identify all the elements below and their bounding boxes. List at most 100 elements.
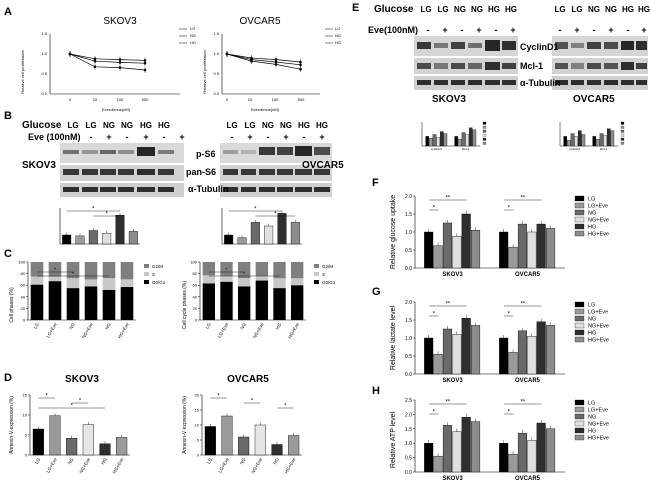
x-tick-label: LG (206, 457, 214, 465)
panel-b-left-sign: + (143, 132, 148, 142)
legend-swatch (482, 125, 487, 129)
bar-segment-g0g1 (237, 286, 251, 320)
panel-e-left-lane: NG (471, 5, 483, 14)
legend-label: G2/M (322, 264, 333, 269)
panel-letter-f: F (372, 177, 379, 189)
y-tick-label: 0 (23, 318, 26, 323)
bar (264, 225, 274, 245)
bar (66, 438, 78, 456)
legend-label: LG (588, 401, 595, 407)
bar-lg-eve (508, 246, 518, 269)
y-tick-label: 1.0 (405, 336, 412, 342)
legend-swatch (574, 230, 585, 237)
panel-e-protein-cyclind1: CyclinD1 (520, 42, 559, 52)
significance-star: * (226, 268, 228, 274)
legend-swatch (574, 434, 585, 441)
panel-e-left-lane: HG (488, 5, 500, 14)
panel-a-skov3-xtick: 500 (142, 97, 149, 102)
panel-h: Relative ATP level 2.5 2.0 1.5 1.0 0.5 0.0 SKO… (390, 398, 609, 482)
panel-b-eve-label: Eve (100nM) (28, 132, 81, 142)
bar-segment-g0g1 (220, 281, 233, 320)
y-tick-label: 80 (21, 271, 26, 276)
legend-label: HG (588, 225, 596, 231)
bar-segment-g2m (237, 262, 251, 279)
legend-swatch (574, 202, 585, 209)
significance-star: * (79, 399, 82, 405)
significance-star: * (433, 206, 436, 212)
bar (454, 136, 459, 147)
panel-a-ovcar5-title: OVCAR5 (239, 16, 281, 27)
y-tick-label: 5 (197, 438, 200, 443)
panel-e-right-sign: - (627, 25, 630, 35)
group-label: OVCAR5 (515, 272, 541, 278)
bar-hg (461, 318, 471, 375)
panel-b-right-blot-tubulin (220, 183, 332, 197)
bar-ng-eve (452, 431, 462, 473)
panel-b-left-lane: NG (121, 121, 133, 130)
significance-star: ** (520, 400, 525, 406)
bar (567, 140, 571, 147)
bar-lg-eve (508, 352, 518, 375)
panel-e-left-sign: + (476, 25, 481, 35)
y-tick-label: 0.0 (405, 266, 412, 272)
panel-b-right-quant-chart: ** (221, 207, 302, 245)
legend-label: NG+Eve (588, 422, 609, 428)
legend-label: G2/M (152, 264, 163, 269)
bar (581, 134, 586, 147)
bar (250, 222, 260, 245)
x-tick-label: NG (239, 322, 247, 331)
significance-star: * (433, 312, 436, 318)
legend-swatch (482, 121, 487, 125)
data-point-hg (274, 63, 278, 66)
legend-swatch (620, 133, 625, 137)
y-tick-label: 2.0 (405, 194, 412, 200)
panel-b-left-sign: - (163, 132, 166, 142)
legend-label: HG+Eve (588, 232, 609, 238)
panel-letter-a: A (4, 6, 12, 18)
significance-star: * (254, 207, 257, 213)
legend-swatch (574, 209, 585, 216)
bar-segment-s (102, 278, 116, 290)
bar (224, 234, 234, 245)
panel-a-skov3-chart: SKOV3 Relative cell proliferation Everol… (20, 16, 196, 112)
panel-e-right-sign: + (608, 25, 613, 35)
panel-b-right-lane: HG (316, 121, 328, 130)
bar-segment-g2m (30, 262, 44, 277)
x-tick-label: HG (272, 457, 280, 466)
panel-a-skov3-ylabel: Relative cell proliferation (20, 50, 25, 94)
bar (577, 130, 582, 147)
panel-e-left-sign: - (427, 25, 430, 35)
panel-e-left-lane: LG (420, 5, 431, 14)
x-tick-label: LG+Eve (217, 457, 230, 474)
series-line-hg (226, 53, 301, 70)
bar-segment-g0g1 (290, 285, 304, 320)
legend-label: LG+Eve (588, 310, 608, 316)
bar-lg-eve (433, 245, 443, 269)
x-tick-label: LG+Eve (45, 322, 58, 339)
panel-b-protein-tubulin: α-Tubulin (188, 184, 228, 194)
panel-e-protein-tubulin: α-Tubulin (520, 78, 560, 88)
x-tick-label: HG (275, 322, 283, 331)
panel-e-left-quant-chart: cyclinD1 Mcl-1 (421, 121, 487, 151)
bar-segment-g2m (102, 262, 116, 279)
significance-star: ** (445, 302, 450, 308)
significance-star: * (217, 394, 220, 400)
panel-b-glucose-label: Glucose (22, 120, 62, 131)
bar (574, 136, 578, 147)
bar-segment-g2m (255, 262, 269, 276)
bar-ng (517, 432, 527, 473)
panel-a-ovcar5-ytick: 0.5 (213, 71, 219, 76)
legend-label: NG (588, 211, 596, 217)
panel-e-right-lane: HG (622, 5, 634, 14)
bar-hg (536, 321, 546, 375)
panel-b-right-sign: - (231, 132, 234, 142)
panel-a-ovcar5-xtick: 10 (248, 97, 253, 102)
panel-a-ovcar5-legend-hg: HG (335, 40, 341, 45)
x-tick-label: HG (104, 322, 112, 331)
significance-star: * (70, 404, 73, 410)
panel-b-left-lane: HG (158, 121, 170, 130)
panel-e-right-lane: HG (638, 5, 650, 14)
panel-e-bands (417, 40, 647, 85)
bar-ng-eve (527, 440, 537, 473)
x-tick-label: NG+Eve (78, 457, 91, 475)
